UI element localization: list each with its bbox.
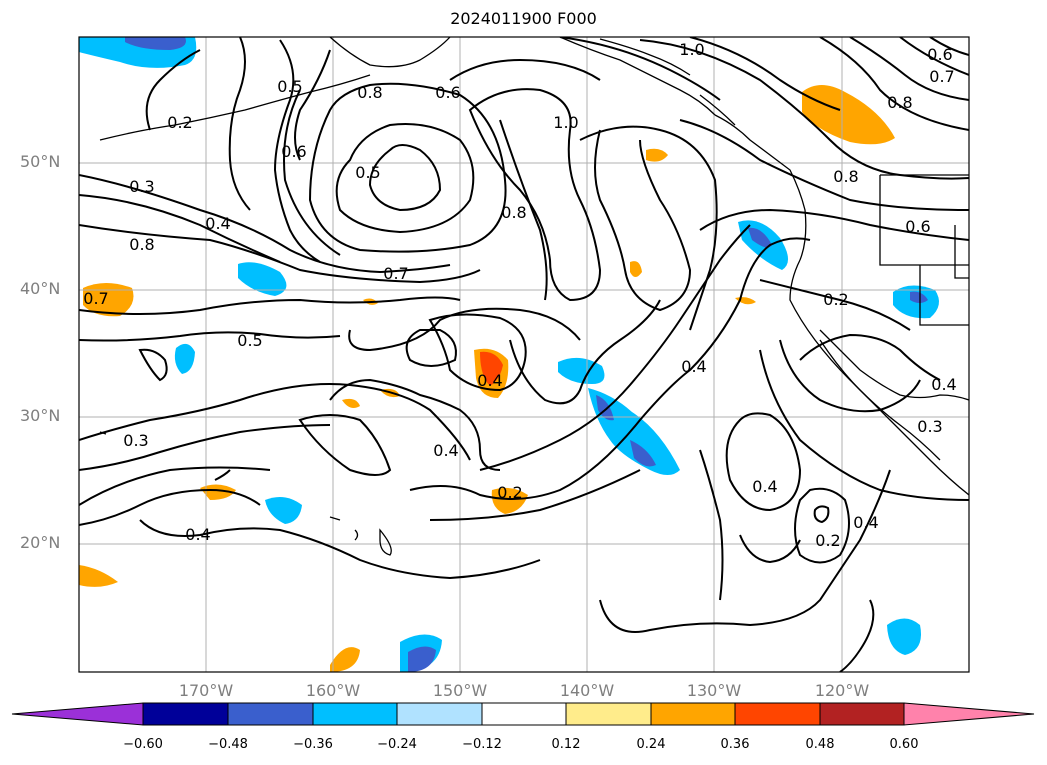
contour-label: 0.6 [435,83,460,102]
shade-darkblue-nw [125,37,186,50]
contour-label: 0.2 [823,290,848,309]
map-border [78,36,970,673]
contour-label: 0.4 [853,513,878,532]
contour-label: 0.5 [237,331,262,350]
contour-label: 0.5 [277,77,302,96]
colorbar-tick: −0.24 [377,737,417,752]
shade-blue-36n [174,343,195,374]
contour-label: 1.0 [553,113,578,132]
contour-label: 0.8 [501,203,526,222]
contour-label: 0.8 [887,93,912,112]
contour-label: 0.2 [497,483,522,502]
contour-labels: 0.2 0.5 0.8 0.6 1.0 0.6 0.7 0.8 0.6 0.5 … [83,40,956,550]
shade-blue-23n [265,496,302,524]
contour-label: 0.4 [752,477,777,496]
shade-darkblue-28n [630,440,656,467]
shade-darkblue-44n [748,227,772,248]
lat-label-20n: 20°N [20,533,61,552]
contour-lines [79,37,969,672]
colorbar-tick: 0.36 [720,737,750,752]
lat-label-40n: 40°N [20,279,61,298]
map-title: 2024011900 F000 [450,9,597,28]
colorbar-tick: −0.48 [208,737,248,752]
contour-label: 0.8 [833,167,858,186]
lat-label-50n: 50°N [20,152,61,171]
contour-label: 0.7 [83,289,108,308]
colorbar-tick: 0.48 [805,737,835,752]
lon-label-140w: 140°W [559,681,615,700]
colorbar-tick: −0.36 [293,737,333,752]
colorbar-tick: 0.60 [889,737,919,752]
contour-label: 0.6 [905,217,930,236]
contour-label: 0.2 [167,113,192,132]
contour-label: 0.3 [917,417,942,436]
shade-red-35n [480,351,503,386]
contour-label: 0.3 [129,177,154,196]
shade-darkblue-30n [596,395,614,421]
contour-label: 0.8 [357,83,382,102]
lon-label-160w: 160°W [305,681,361,700]
contour-label: 0.7 [383,264,408,283]
shade-orange-52n [802,85,895,145]
contour-label: 0.3 [123,431,148,450]
lon-label-150w: 150°W [432,681,488,700]
colorbar-extend-left [11,702,144,726]
contour-label: 0.5 [355,163,380,182]
shade-orange-32n [342,398,360,408]
shade-blue-30n [588,388,680,475]
colorbar-tick: 0.12 [551,737,581,752]
lon-label-120w: 120°W [814,681,870,700]
shade-blue-12n-east [887,618,921,655]
shade-orange-41n [630,261,642,277]
shade-darkblue-12n [408,646,436,672]
contour-label: 0.4 [185,525,210,544]
contour-label: 0.4 [477,371,502,390]
contour-label: 1.0 [679,40,704,59]
shade-orange-49n [646,148,668,162]
coastlines [99,37,969,556]
contour-label: 0.4 [433,441,458,460]
colorbar-tick: −0.12 [462,737,502,752]
shade-orange-23n [491,487,528,514]
contour-label: 0.6 [927,45,952,64]
shade-darkblue-38n-east [910,291,928,303]
colorbar [11,702,1035,726]
contour-label: 0.6 [281,142,306,161]
shaded-regions [79,37,939,672]
contour-label: 0.2 [815,531,840,550]
lon-label-170w: 170°W [178,681,234,700]
shade-orange-18n [79,565,118,587]
gridlines [79,37,969,672]
shade-blue-42n [238,262,287,296]
colorbar-tick: −0.60 [123,737,163,752]
contour-label: 0.7 [929,67,954,86]
colorbar-extend-right [903,702,1035,726]
contour-label: 0.4 [931,375,956,394]
contour-label: 0.4 [205,214,230,233]
lat-label-30n: 30°N [20,406,61,425]
shade-orange-40n [83,283,134,317]
shade-orange-24n [200,484,236,500]
shade-orange-12n [330,647,360,672]
colorbar-tick: 0.24 [636,737,666,752]
contour-label: 0.4 [681,357,706,376]
contour-label: 0.8 [129,235,154,254]
lon-label-130w: 130°W [686,681,742,700]
